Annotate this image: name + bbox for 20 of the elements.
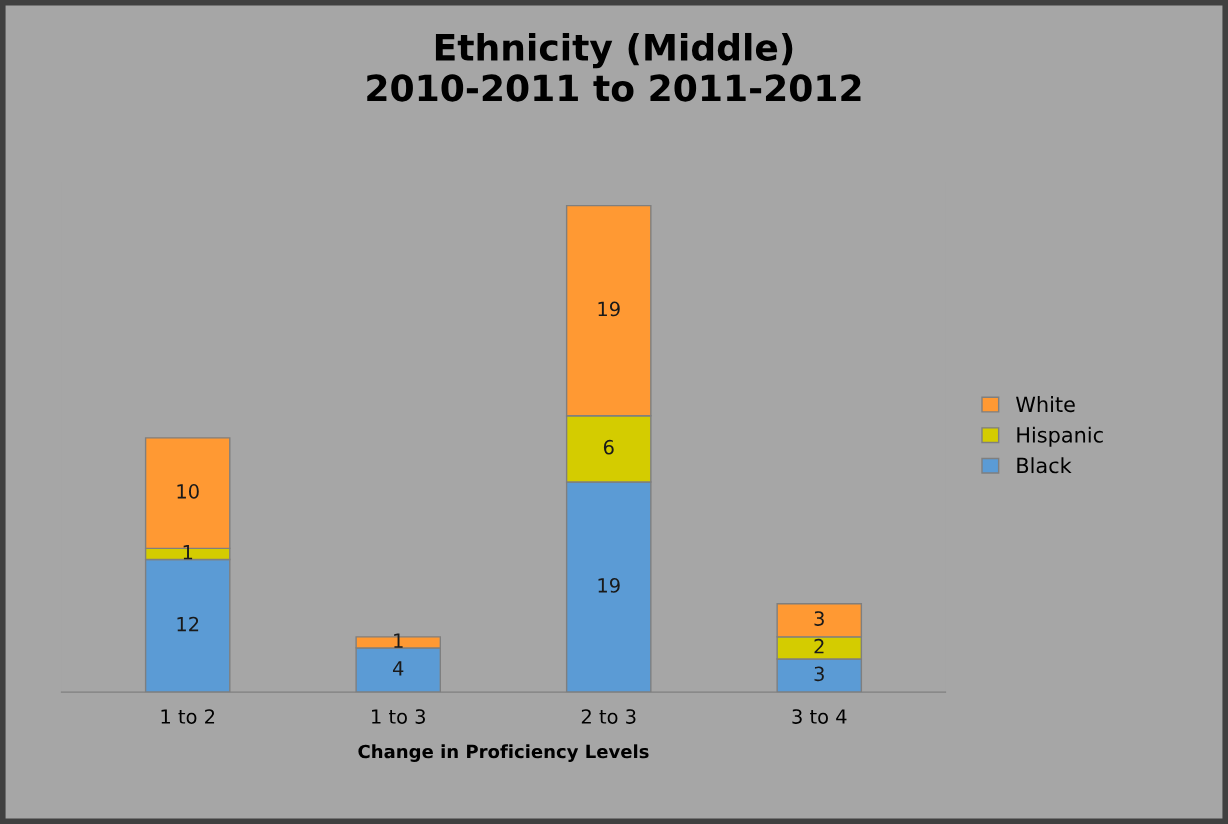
data-label: 6	[603, 439, 614, 455]
data-label: 4	[392, 661, 404, 676]
data-label: 12	[177, 616, 199, 632]
x-tick-label: 2 to 3	[581, 709, 636, 724]
legend-label: Hispanic	[1017, 426, 1103, 447]
data-label: 2	[814, 638, 824, 654]
legend-label: White	[1016, 396, 1075, 413]
data-label: 1	[183, 545, 193, 560]
data-label: 19	[598, 301, 620, 317]
data-label: 10	[177, 484, 199, 499]
chart-title: Ethnicity (Middle) 2010-2011 to 2011-2012	[367, 32, 861, 102]
data-label: 3	[814, 611, 824, 626]
x-tick-label: 1 to 2	[161, 709, 215, 724]
data-label: 3	[814, 666, 824, 682]
data-label: 19	[598, 578, 620, 593]
data-label: 1	[394, 633, 403, 648]
x-tick-label: 3 to 4	[792, 709, 847, 724]
legend-label: Black	[1017, 457, 1072, 474]
x-tick-label: 1 to 3	[372, 709, 425, 724]
x-axis-title: Change in Proficiency Levels	[358, 744, 649, 762]
